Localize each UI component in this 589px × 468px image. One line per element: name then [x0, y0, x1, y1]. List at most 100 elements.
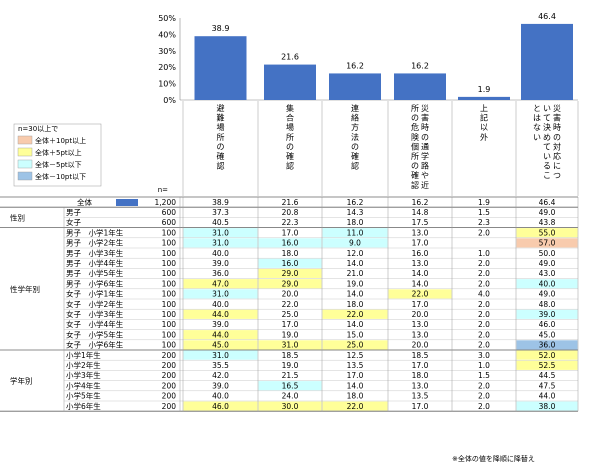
row-label: 女子 小学1年生 — [66, 289, 124, 299]
table-cell: 14.0 — [347, 381, 364, 390]
row-label: 小学3年生 — [66, 370, 101, 380]
row-n: 100 — [162, 249, 177, 258]
table-cell: 47.0 — [212, 279, 229, 288]
row-label: 男子 小学6年生 — [66, 278, 124, 288]
category-label: 災害時の対応について決めていることはない — [533, 104, 561, 180]
total-row-marker — [116, 199, 138, 206]
table-cell: 17.0 — [282, 320, 299, 329]
row-n: 200 — [162, 402, 177, 411]
table-cell: 31.0 — [212, 228, 229, 237]
table-cell: 2.0 — [478, 320, 490, 329]
highlight-cell — [258, 381, 322, 391]
row-n: 100 — [162, 330, 177, 339]
table-cell: 21.0 — [347, 269, 364, 278]
table-cell: 44.5 — [539, 371, 556, 380]
bar-value-label: 16.2 — [346, 61, 364, 70]
bar-value-label: 21.6 — [281, 53, 299, 62]
table-cell: 2.0 — [478, 310, 490, 319]
row-label: 小学6年生 — [66, 401, 101, 411]
highlight-cell — [258, 279, 322, 289]
table-cell: 2.0 — [478, 392, 490, 401]
table-cell: 52.0 — [539, 351, 556, 360]
highlight-cell — [258, 268, 322, 279]
highlight-cell — [516, 238, 578, 248]
table-cell: 17.5 — [412, 218, 429, 227]
highlight-cell — [258, 238, 322, 248]
table-cell: 2.0 — [478, 279, 490, 288]
legend-swatch — [17, 171, 33, 181]
table-cell: 17.0 — [282, 228, 299, 237]
legend-label: 全体－5pt以下 — [35, 160, 82, 169]
table-cell: 44.0 — [212, 310, 229, 319]
table-cell: 37.3 — [212, 208, 229, 217]
table-cell: 44.0 — [212, 330, 229, 339]
bar — [264, 64, 316, 100]
highlight-cell — [388, 289, 452, 299]
table-cell: 49.0 — [539, 208, 556, 217]
table-cell: 25.0 — [282, 310, 299, 319]
table-cell: 18.0 — [282, 249, 299, 258]
highlight-cell — [322, 228, 388, 238]
table-cell: 17.0 — [412, 300, 429, 309]
highlight-cell — [183, 350, 258, 360]
table-cell: 13.5 — [347, 361, 364, 370]
table-cell: 20.0 — [412, 310, 429, 319]
highlight-cell — [322, 238, 388, 248]
y-tick-label: 40% — [158, 30, 176, 39]
row-label: 小学5年生 — [66, 391, 101, 401]
table-cell: 16.5 — [282, 381, 299, 390]
table-cell: 50.0 — [539, 249, 556, 258]
highlight-cell — [516, 360, 578, 370]
table-cell: 44.0 — [539, 392, 556, 401]
table-cell: 14.0 — [347, 320, 364, 329]
legend-label: 全体＋5pt以上 — [35, 148, 82, 157]
table-cell: 12.5 — [347, 351, 364, 360]
bar-value-label: 46.4 — [538, 12, 556, 21]
row-label: 男子 — [66, 208, 81, 217]
table-cell: 38.0 — [539, 402, 556, 411]
table-cell: 2.0 — [478, 259, 490, 268]
table-cell: 57.0 — [539, 239, 556, 248]
table-cell: 16.0 — [282, 239, 299, 248]
table-cell: 22.0 — [347, 310, 364, 319]
footnote: ※全体の値を降順に降替え — [452, 455, 535, 463]
table-cell: 18.0 — [347, 392, 364, 401]
category-label: 上記以外 — [480, 104, 488, 142]
row-n: 100 — [162, 320, 177, 329]
table-cell: 40.0 — [539, 279, 556, 288]
row-n: 200 — [162, 371, 177, 380]
bar — [521, 23, 573, 100]
table-cell: 46.0 — [539, 320, 556, 329]
table-cell: 31.0 — [212, 239, 229, 248]
table-cell: 31.0 — [212, 290, 229, 299]
table-cell: 45.0 — [212, 341, 229, 350]
highlight-cell — [516, 228, 578, 238]
table-cell: 42.0 — [212, 371, 229, 380]
table-cell: 47.5 — [539, 381, 556, 390]
table-cell: 17.0 — [412, 239, 429, 248]
table-cell: 36.0 — [212, 269, 229, 278]
table-cell: 22.0 — [412, 290, 429, 299]
row-label: 女子 小学4年生 — [66, 319, 124, 329]
y-tick-label: 0% — [163, 96, 176, 105]
table-cell: 39.0 — [212, 259, 229, 268]
bar — [329, 73, 381, 100]
row-n: 100 — [162, 259, 177, 268]
row-n: 200 — [162, 361, 177, 370]
table-cell: 18.0 — [412, 371, 429, 380]
row-n: 200 — [162, 381, 177, 390]
table-cell: 14.8 — [412, 208, 429, 217]
table-cell: 19.0 — [347, 279, 364, 288]
total-row-bg — [0, 197, 578, 208]
group-label: 性学年別 — [10, 284, 40, 294]
table-cell: 18.0 — [347, 300, 364, 309]
table-cell: 24.0 — [282, 392, 299, 401]
table-cell: 22.0 — [347, 402, 364, 411]
table-cell: 45.0 — [539, 330, 556, 339]
total-row-value: 21.6 — [282, 198, 299, 207]
legend-swatch — [17, 135, 33, 145]
table-cell: 40.0 — [212, 249, 229, 258]
row-n: 100 — [162, 228, 177, 237]
total-row-value: 38.9 — [212, 198, 229, 207]
table-cell: 40.0 — [212, 392, 229, 401]
